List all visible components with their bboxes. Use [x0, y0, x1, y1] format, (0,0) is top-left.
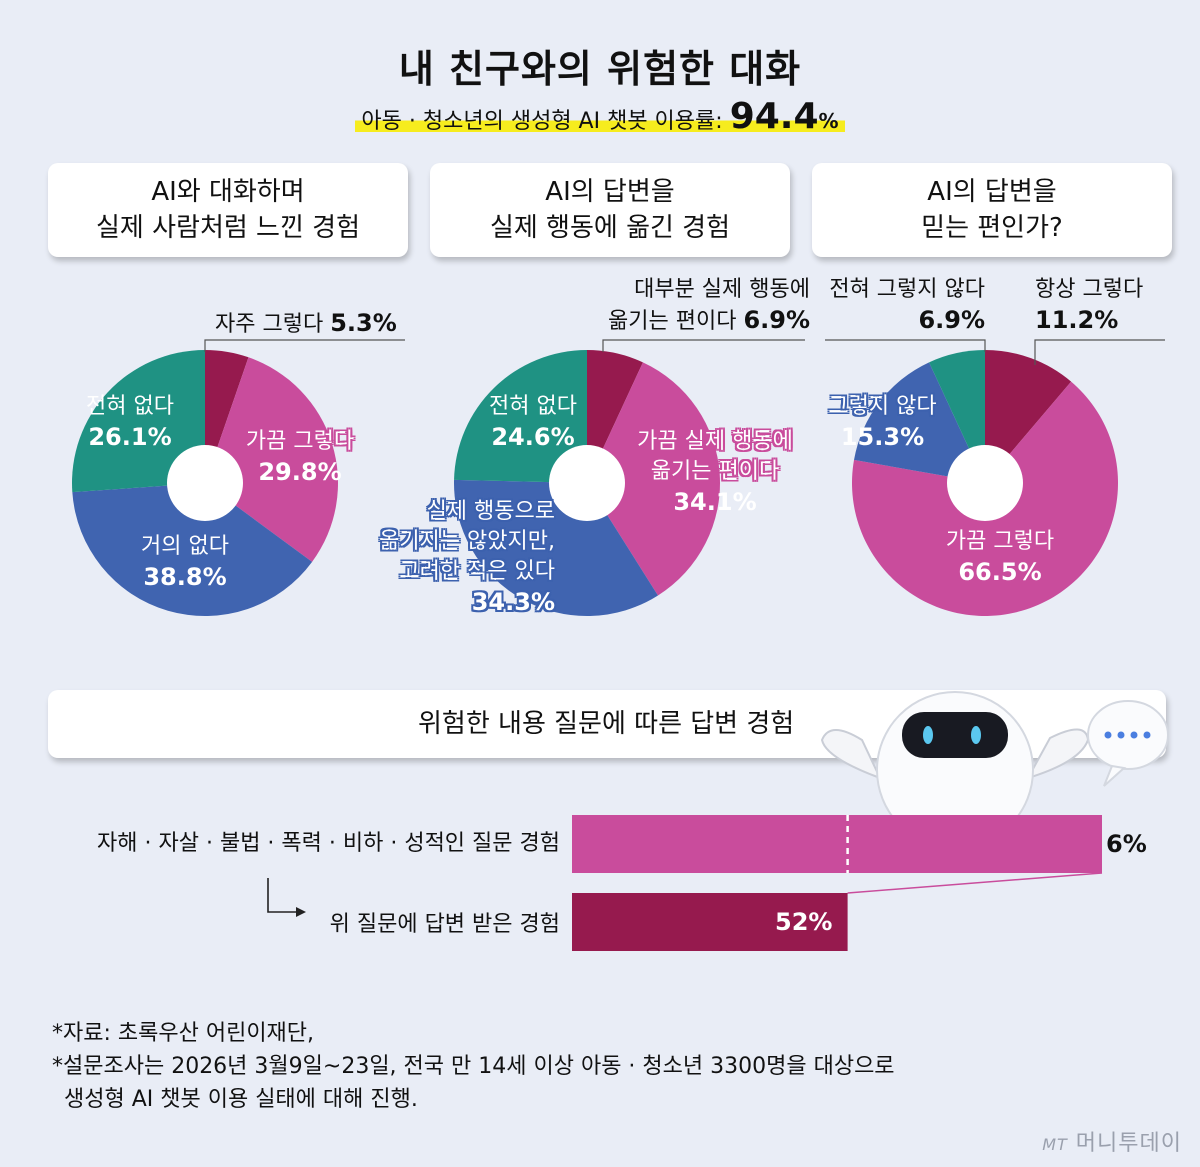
pie2-label-considered: 실제 행동으로 옮기지는 않았지만, 고려한 적은 있다 34.3% [340, 497, 555, 619]
pie1-center-hole [167, 445, 243, 521]
chart2-title-line1: AI의 답변을 [545, 177, 675, 207]
bar-1 [572, 815, 1102, 873]
footnote-survey-cont: 생성형 AI 챗봇 이용 실태에 대해 진행. [64, 1087, 418, 1112]
watermark-name: 머니투데이 [1075, 1131, 1182, 1156]
bar-connector-line [847, 872, 1103, 894]
chart1-title-line1: AI와 대화하며 [151, 177, 305, 207]
bar1-value: 6% [1106, 830, 1147, 858]
pie2-slice-4 [454, 350, 587, 483]
pie2-label-considered-line3: 고려한 적은 있다 [399, 559, 555, 584]
pie1-label-sometimes: 가끔 그렇다 29.8% [225, 427, 375, 489]
pie3-label-always: 항상 그렇다 11.2% [1035, 275, 1165, 337]
pie-chart-2 [453, 350, 720, 617]
pie3-label-sometimes: 가끔 그렇다 66.5% [900, 527, 1100, 589]
footnote-source: *자료: 초록우산 어린이재단, [52, 1021, 315, 1046]
chart2-title-line2: 실제 행동에 옮긴 경험 [489, 213, 731, 243]
bar-chart [267, 691, 1169, 951]
pie3-value-sometimes: 66.5% [958, 558, 1042, 586]
watermark-mt: MT [1042, 1135, 1068, 1154]
pie1-label-rarely-text: 거의 없다 [141, 534, 229, 559]
page-subtitle: 아동 · 청소년의 생성형 AI 챗봇 이용률: 94.4% [0, 96, 1200, 137]
pie1-label-often-text: 자주 그렇다 [215, 312, 324, 337]
pie3-label-never-text: 전혀 그렇지 않다 [829, 277, 985, 302]
pie2-label-sometimes: 가끔 실제 행동에 옮기는 편이다 34.1% [615, 427, 815, 519]
leader-line-2 [602, 339, 805, 352]
pie1-value-sometimes: 29.8% [258, 458, 342, 486]
bar2-label: 위 질문에 답변 받은 경험 [329, 912, 560, 937]
pie3-value-always: 11.2% [1035, 306, 1119, 334]
pie2-value-never: 24.6% [491, 423, 575, 451]
bar-2 [572, 893, 848, 951]
publisher-watermark: MT 머니투데이 [1042, 1125, 1182, 1157]
pie-chart-1 [72, 350, 338, 617]
bar2-value: 52% [775, 908, 833, 936]
pie3-label-notreally: 그렇지 않다 15.3% [810, 392, 955, 454]
pie3-label-always-text: 항상 그렇다 [1035, 277, 1144, 302]
leader-line-3a [825, 339, 986, 352]
robot-mascot-icon [820, 691, 1090, 849]
pie1-value-rarely: 38.8% [143, 563, 227, 591]
pie3-slice-1 [985, 350, 1072, 483]
footnotes: *자료: 초록우산 어린이재단, *설문조사는 2026년 3월9일~23일, … [52, 1017, 895, 1116]
pie1-value-often: 5.3% [330, 309, 397, 337]
footnote-survey: *설문조사는 2026년 3월9일~23일, 전국 만 14세 이상 아동 · … [52, 1054, 895, 1079]
pie1-value-never: 26.1% [88, 423, 172, 451]
chart3-title-line2: 믿는 편인가? [921, 213, 1063, 243]
pie-chart-3 [851, 350, 1118, 616]
pie2-slice-3 [453, 479, 658, 617]
usage-rate-unit: % [818, 109, 839, 133]
chart1-title-line2: 실제 사람처럼 느낀 경험 [96, 213, 360, 243]
usage-rate-value: 94.4 [729, 96, 819, 137]
speech-bubble-icon [1087, 700, 1169, 787]
chart3-title-line1: AI의 답변을 [927, 177, 1057, 207]
pie3-label-notreally-text: 그렇지 않다 [828, 394, 937, 419]
pie3-label-never: 전혀 그렇지 않다 6.9% [815, 275, 985, 337]
pie2-label-mostly: 대부분 실제 행동에 옮기는 편이다 6.9% [560, 275, 810, 337]
leader-line-1 [204, 339, 405, 352]
pie2-value-mostly: 6.9% [743, 306, 810, 334]
pie1-label-never-text: 전혀 없다 [86, 394, 174, 419]
pie3-center-hole [947, 445, 1023, 521]
pie2-label-considered-line2: 옮기지는 않았지만, [379, 529, 555, 554]
pie3-label-sometimes-text: 가끔 그렇다 [945, 529, 1055, 554]
pie3-value-never: 6.9% [918, 306, 985, 334]
pie2-center-hole [549, 445, 625, 521]
pie2-label-sometimes-line2: 옮기는 편이다 [650, 459, 780, 484]
pie1-label-rarely: 거의 없다 38.8% [110, 532, 260, 594]
pie1-slice-2 [205, 357, 338, 562]
pie2-label-sometimes-line1: 가끔 실제 행동에 [637, 429, 793, 454]
pie2-label-considered-line1: 실제 행동으로 [426, 499, 555, 524]
subtitle-text: 아동 · 청소년의 생성형 AI 챗봇 이용률: [361, 109, 723, 134]
pie2-value-sometimes: 34.1% [673, 488, 757, 516]
pie1-slice-3 [72, 483, 313, 617]
page-title: 내 친구와의 위험한 대화 [398, 47, 802, 91]
pie1-slice-4 [72, 350, 205, 493]
pie1-label-often: 자주 그렇다 5.3% [215, 308, 415, 340]
pie1-label-never: 전혀 없다 26.1% [55, 392, 205, 454]
pie2-label-mostly-line2: 옮기는 편이다 [608, 309, 737, 334]
pie-charts [72, 339, 1165, 617]
leader-line-3b [1034, 339, 1165, 365]
pie2-label-never: 전혀 없다 24.6% [458, 392, 608, 454]
pie3-slice-3 [854, 362, 985, 483]
bar1-label: 자해 · 자살 · 불법 · 폭력 · 비하 · 성적인 질문 경험 [97, 831, 560, 856]
pie1-label-sometimes-text: 가끔 그렇다 [245, 429, 355, 454]
pie2-slice-2 [587, 362, 720, 596]
pie2-label-never-text: 전혀 없다 [489, 394, 577, 419]
pie2-value-considered: 34.3% [471, 588, 555, 616]
pie2-label-mostly-line1: 대부분 실제 행동에 [634, 277, 810, 302]
bars-group [572, 815, 1103, 951]
bar-chart-title: 위험한 내용 질문에 따른 답변 경험 [418, 709, 795, 739]
corner-arrow-icon [267, 878, 306, 917]
pie3-value-notreally: 15.3% [840, 423, 925, 451]
